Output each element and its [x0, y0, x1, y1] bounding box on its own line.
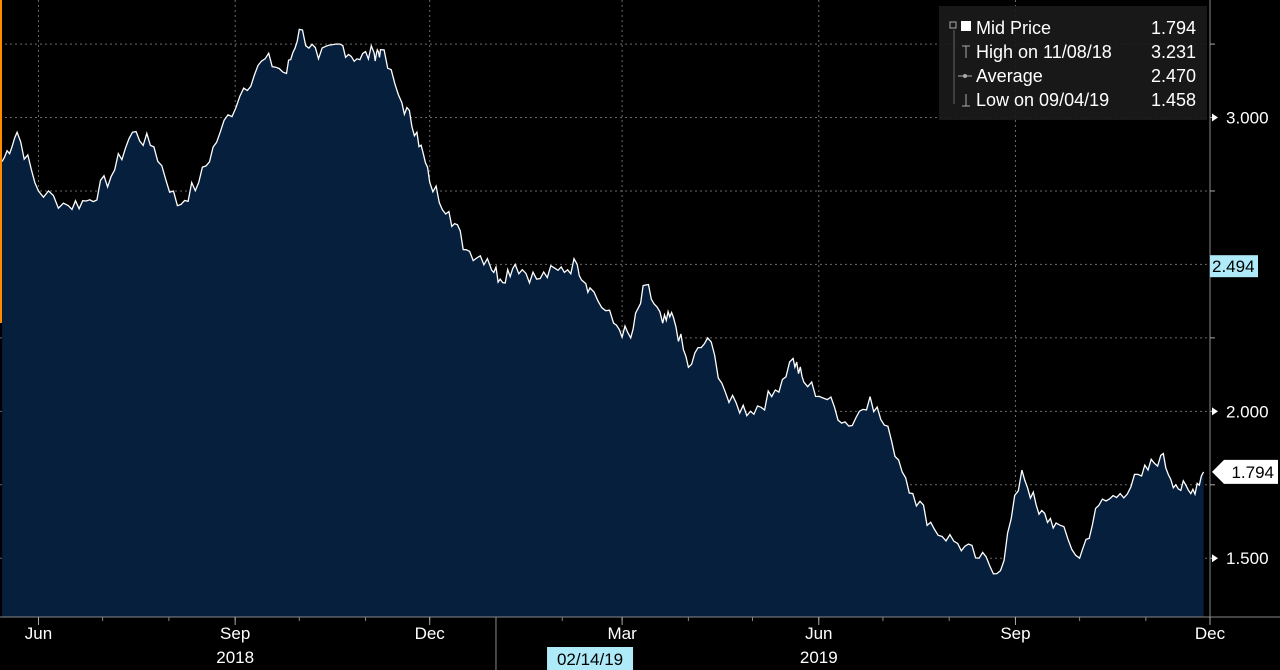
legend-label: Mid Price — [976, 18, 1051, 38]
legend-value: 1.458 — [1151, 90, 1196, 110]
legend-label: Low on 09/04/19 — [976, 90, 1109, 110]
square-icon — [961, 21, 971, 31]
x-tick-label: Jun — [25, 624, 52, 643]
y-tick-arrow-icon — [1212, 554, 1218, 563]
legend: Mid Price 1.794 High on 11/08/18 3.231 A… — [939, 6, 1207, 120]
price-area — [1, 28, 1205, 617]
year-label: 2018 — [216, 648, 254, 667]
y-tick-label: 2.000 — [1226, 402, 1269, 421]
legend-row-low: Low on 09/04/19 1.458 — [962, 90, 1196, 110]
cursor-value-box — [1210, 255, 1258, 278]
legend-label: High on 11/08/18 — [976, 42, 1112, 62]
x-tick-label: Sep — [220, 624, 250, 643]
average-marker-icon — [963, 74, 967, 78]
legend-box — [939, 6, 1207, 120]
legend-value: 1.794 — [1151, 18, 1196, 38]
y-tick-label: 1.500 — [1226, 549, 1269, 568]
cursor-date-label: 02/14/19 — [557, 650, 623, 669]
legend-value: 2.470 — [1151, 66, 1196, 86]
legend-row-average: Average 2.470 — [958, 66, 1196, 86]
cursor-value-label: 2.494 — [1212, 257, 1255, 276]
price-line — [1, 28, 1205, 575]
y-tick-arrow-icon — [1212, 113, 1218, 122]
square-icon — [949, 21, 957, 29]
year-label: 2019 — [800, 648, 838, 667]
low-marker-icon — [962, 94, 970, 107]
x-tick-label: Jun — [805, 624, 832, 643]
x-tick-label: Dec — [1195, 624, 1226, 643]
cursor-date-box — [547, 647, 634, 670]
x-tick-label: Mar — [607, 624, 637, 643]
last-value-label: 1.794 — [1231, 463, 1274, 482]
legend-row-high: High on 11/08/18 3.231 — [962, 42, 1196, 62]
high-marker-icon — [962, 45, 970, 58]
value-labels: 1.794 2.494 02/14/19 — [547, 255, 1278, 670]
y-tick-arrow-icon — [1212, 407, 1218, 416]
last-value-box — [1212, 459, 1278, 484]
y-tick-label: 3.000 — [1226, 109, 1269, 128]
price-area-fill — [2, 29, 1204, 617]
x-tick-label: Dec — [415, 624, 446, 643]
legend-row-mid-price: Mid Price 1.794 — [949, 18, 1196, 38]
legend-value: 3.231 — [1151, 42, 1196, 62]
legend-label: Average — [976, 66, 1043, 86]
x-tick-label: Sep — [1000, 624, 1030, 643]
